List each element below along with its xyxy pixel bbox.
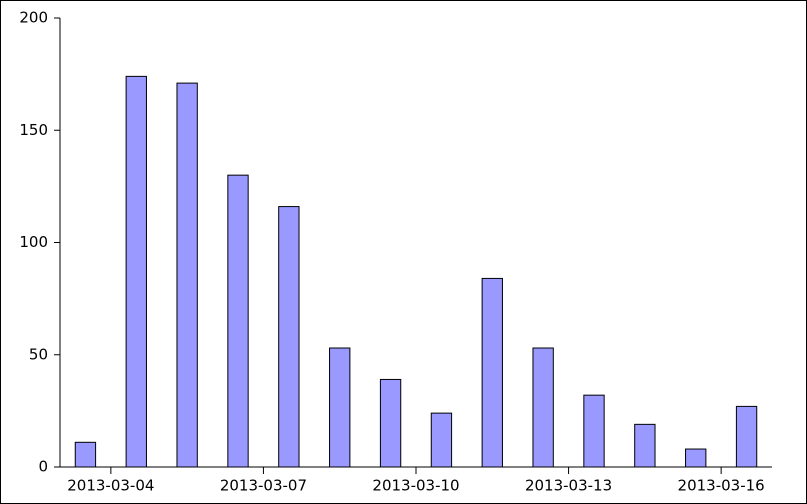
y-tick-label: 150 <box>19 121 48 139</box>
bar <box>74 441 97 468</box>
x-tick-label: 2013-03-16 <box>678 477 765 495</box>
bar <box>735 405 758 468</box>
bar <box>125 75 147 468</box>
x-tick-label: 2013-03-13 <box>525 477 612 495</box>
x-tick-label: 2013-03-10 <box>372 477 459 495</box>
y-tick-label: 50 <box>29 345 48 363</box>
y-tick-label: 200 <box>19 9 48 27</box>
bar <box>685 448 707 468</box>
x-tick-label: 2013-03-04 <box>67 477 154 495</box>
bar <box>227 174 249 468</box>
y-tick-label: 100 <box>19 233 48 251</box>
bar <box>379 378 402 468</box>
x-tick-label: 2013-03-07 <box>220 477 307 495</box>
bar <box>430 412 453 468</box>
bar <box>329 347 351 468</box>
bar <box>583 394 605 468</box>
bar <box>481 277 503 468</box>
bar <box>532 347 554 468</box>
bar <box>176 82 198 468</box>
y-tick-label: 0 <box>38 458 48 476</box>
bar <box>278 206 300 468</box>
bar <box>634 423 656 468</box>
